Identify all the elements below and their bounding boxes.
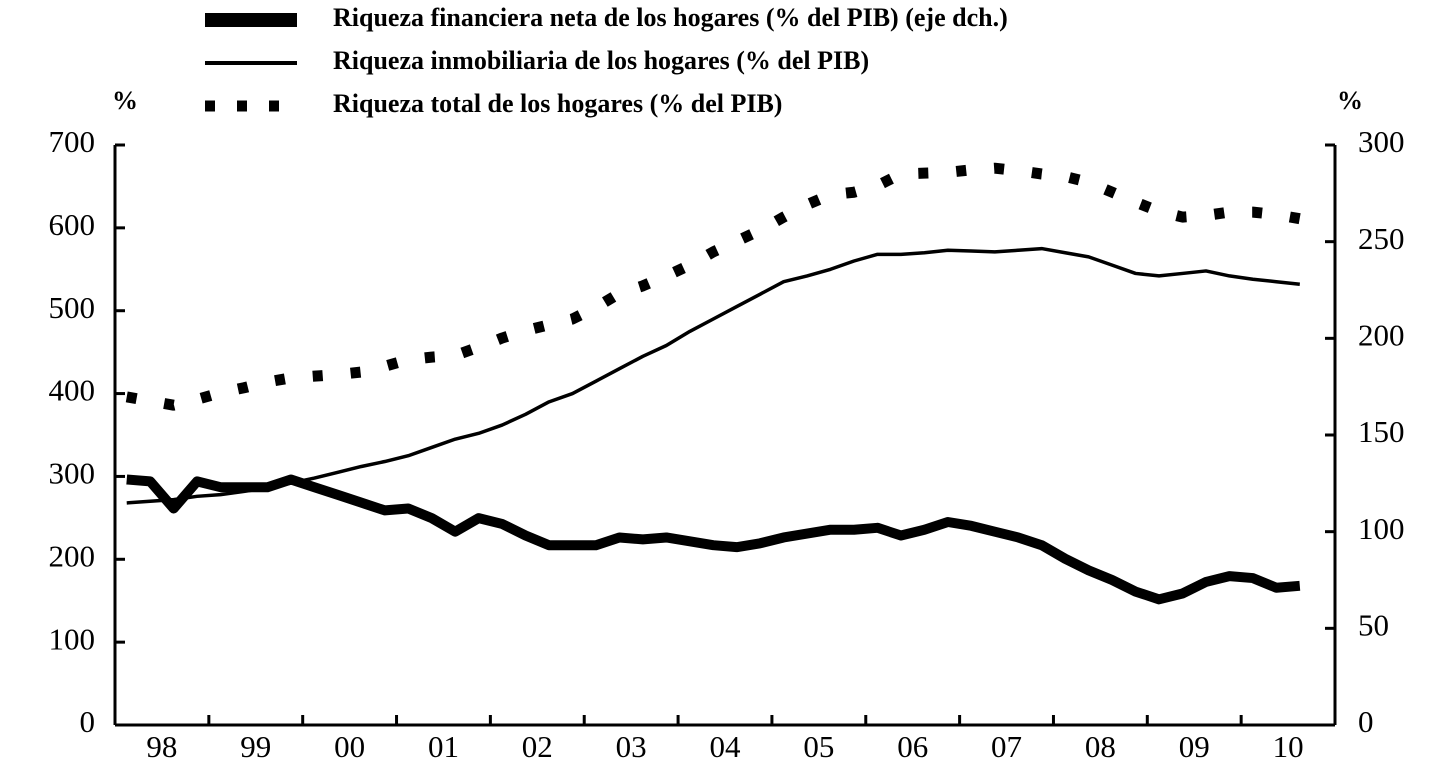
legend-label: Riqueza total de los hogares (% del PIB) (333, 89, 782, 118)
x-tick-label: 00 (334, 729, 365, 764)
y2-tick-label: 150 (1358, 414, 1405, 449)
x-tick-label: 06 (897, 729, 928, 764)
x-tick-label: 02 (522, 729, 553, 764)
y2-tick-label: 250 (1358, 221, 1405, 256)
series-line (126, 246, 1300, 505)
y2-tick-label: 0 (1358, 704, 1374, 739)
legend-label: Riqueza inmobiliaria de los hogares (% d… (333, 46, 869, 75)
x-tick-label: 05 (803, 729, 834, 764)
legend-label: Riqueza financiera neta de los hogares (… (333, 3, 1008, 32)
x-tick-label: 09 (1179, 729, 1210, 764)
series-line (126, 474, 1301, 605)
y-tick-label: 700 (49, 124, 96, 159)
y-tick-label: 0 (80, 704, 96, 739)
x-tick-label: 08 (1085, 729, 1116, 764)
y-tick-label: 600 (49, 207, 96, 242)
y2-tick-label: 300 (1358, 124, 1405, 159)
series-line (125, 162, 1301, 411)
y-tick-label: 300 (49, 456, 96, 491)
x-tick-label: 99 (240, 729, 271, 764)
x-tick-label: 98 (146, 729, 177, 764)
y-tick-label: 100 (49, 621, 96, 656)
y2-tick-label: 200 (1358, 317, 1405, 352)
x-tick-label: 04 (710, 729, 742, 764)
y2-unit: % (1337, 86, 1363, 115)
x-tick-label: 10 (1273, 729, 1304, 764)
y-tick-label: 200 (49, 538, 96, 573)
y2-tick-label: 100 (1358, 511, 1405, 546)
x-tick-label: 03 (616, 729, 647, 764)
y-tick-label: 400 (49, 373, 96, 408)
x-tick-label: 01 (428, 729, 459, 764)
y2-tick-label: 50 (1358, 607, 1389, 642)
y-tick-label: 500 (49, 290, 96, 325)
x-tick-label: 07 (991, 729, 1022, 764)
y-unit: % (112, 86, 138, 115)
